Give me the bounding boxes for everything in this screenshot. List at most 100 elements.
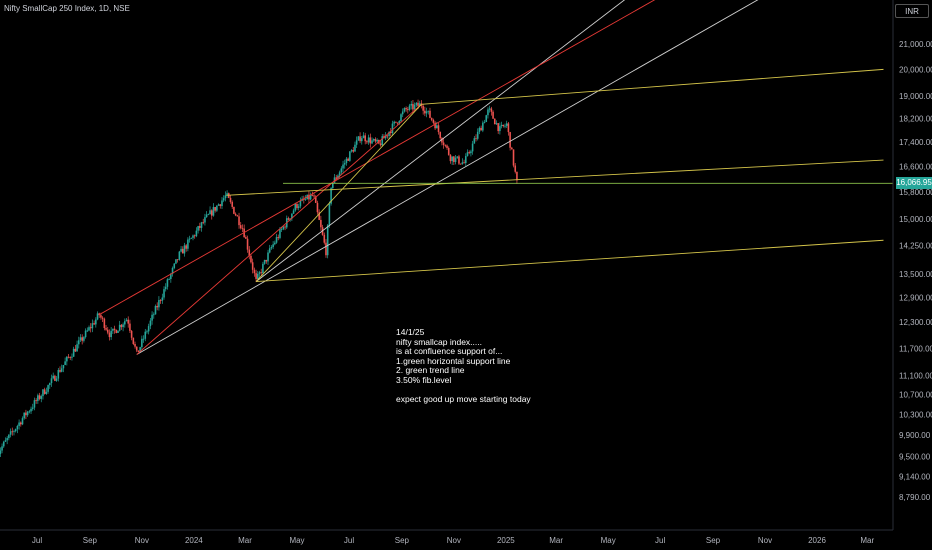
candle-body (86, 330, 89, 332)
candle-body (308, 194, 310, 200)
price-tick-label: 18,200.00 (899, 114, 932, 123)
yellow-trend-line[interactable] (256, 239, 884, 283)
price-tick-label: 9,900.00 (899, 431, 931, 440)
candle-body (468, 152, 470, 154)
time-tick-label: 2025 (497, 536, 515, 545)
candle-body (279, 229, 281, 238)
candle-body (168, 279, 170, 280)
candle-body (367, 137, 370, 143)
candle-body (84, 330, 87, 338)
candle-body (471, 143, 474, 152)
candle-body (110, 330, 112, 338)
candle-body (187, 239, 189, 249)
candle-body (323, 234, 326, 243)
candle-body (33, 400, 36, 408)
candle-body (204, 217, 206, 223)
candle-body (246, 238, 249, 250)
candle-body (60, 368, 63, 372)
candle-body (497, 123, 499, 132)
candle-body (507, 123, 510, 133)
candle-body (55, 378, 58, 381)
candle-body (190, 237, 193, 239)
candle-body (366, 141, 368, 143)
yellow-trend-line[interactable] (226, 159, 884, 196)
candle-body (130, 330, 133, 338)
time-tick-label: Sep (395, 536, 410, 545)
candle-body (124, 321, 126, 325)
candle-body (193, 235, 196, 237)
candle-body (25, 412, 27, 416)
candle-body (197, 226, 199, 231)
white-trend-line[interactable] (136, 0, 791, 355)
time-tick-label: Jul (344, 536, 354, 545)
candle-body (135, 346, 138, 351)
text-annotation[interactable]: 14/1/25 nifty smallcap index..... is at … (396, 327, 531, 405)
candle-body (20, 422, 22, 425)
time-tick-label: Jul (655, 536, 665, 545)
candle-body (340, 168, 343, 173)
candle-body (50, 378, 53, 384)
candle-body (473, 138, 476, 144)
candle-body (294, 203, 297, 211)
candle-body (183, 245, 186, 254)
candle-body (280, 229, 283, 231)
candle-body (106, 329, 109, 333)
candle-body (466, 152, 469, 157)
candle-body (117, 330, 119, 333)
candle-body (316, 202, 319, 213)
candle-body (146, 331, 148, 333)
time-axis[interactable]: Jul Sep Nov 2024 Mar May Jul Sep Nov 2025 Mar May Ju… (32, 536, 875, 545)
price-axis[interactable]: 21,000.00 20,000.00 19,000.00 18,200.00 17,4… (899, 40, 932, 502)
candle-body (173, 263, 176, 268)
candle-body (364, 135, 366, 142)
yellow-trend-line[interactable] (255, 104, 422, 282)
candle-body (458, 156, 460, 164)
red-trend-line[interactable] (99, 0, 660, 316)
candle-body (429, 110, 431, 118)
candle-body (357, 136, 360, 141)
candle-body (492, 111, 494, 119)
price-tick-label: 14,250.00 (899, 242, 932, 251)
candle-body (105, 328, 107, 330)
candle-body (118, 324, 121, 331)
drawings-layer[interactable] (99, 0, 893, 355)
candle-body (137, 350, 140, 352)
price-tick-label: 11,700.00 (899, 344, 932, 353)
candle-body (274, 242, 276, 245)
candle-body (456, 156, 459, 158)
price-tick-label: 21,000.00 (899, 40, 932, 49)
candle-body (175, 259, 177, 264)
candle-body (185, 245, 187, 249)
white-trend-line[interactable] (255, 0, 634, 282)
candle-body (0, 450, 2, 454)
chart-title: Nifty SmallCap 250 Index, 1D, NSE (4, 4, 130, 13)
candle-body (463, 162, 465, 164)
time-tick-label: Nov (447, 536, 461, 545)
candle-body (379, 143, 382, 146)
candle-body (156, 305, 158, 308)
price-tick-label: 13,500.00 (899, 270, 932, 279)
candle-body (127, 319, 130, 324)
candle-body (304, 199, 307, 200)
candle-body (396, 122, 399, 124)
currency-button[interactable]: INR (895, 4, 929, 18)
candle-body (297, 206, 300, 208)
candle-body (441, 138, 443, 143)
candle-body (314, 196, 317, 203)
candle-body (26, 411, 29, 416)
candle-body (446, 145, 448, 149)
candle-body (470, 151, 472, 154)
time-tick-label: Sep (706, 536, 721, 545)
candle-body (147, 326, 150, 332)
candle-body (9, 431, 12, 435)
candle-body (57, 370, 60, 379)
candle-body (142, 338, 145, 340)
yellow-trend-line[interactable] (421, 68, 884, 105)
candle-body (161, 297, 164, 301)
red-trend-line[interactable] (136, 103, 422, 355)
candle-body (6, 438, 8, 441)
candle-body (69, 357, 72, 359)
candle-body (516, 171, 518, 181)
candle-body (417, 102, 419, 106)
